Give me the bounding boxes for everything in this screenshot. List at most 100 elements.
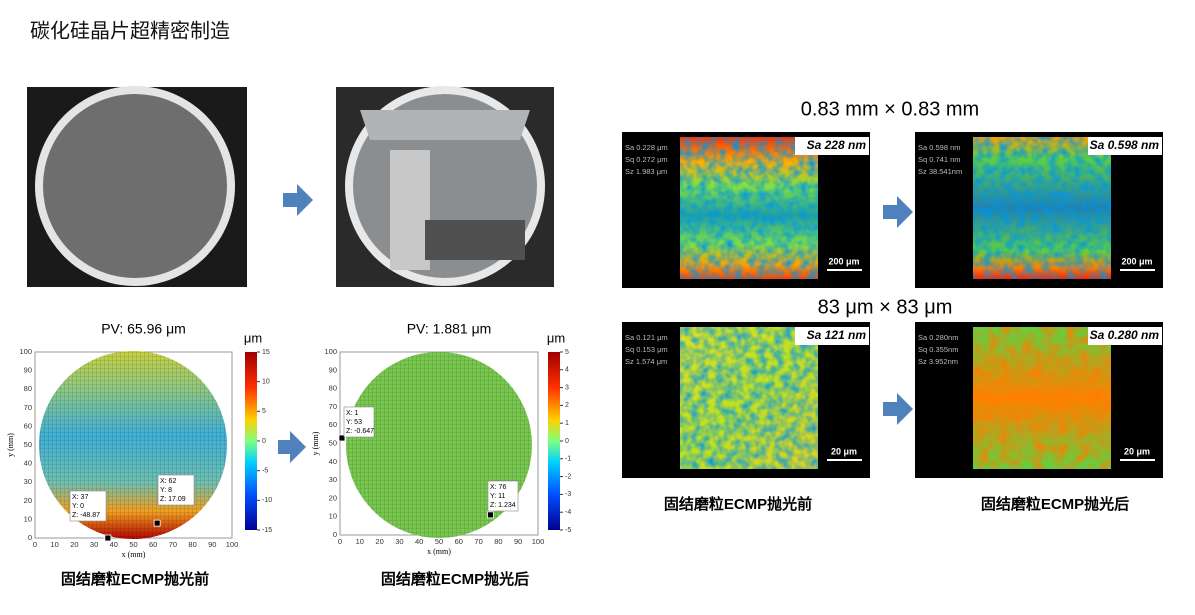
marker-text: Y: 8 [160, 487, 172, 494]
y-tick-label: 10 [24, 514, 32, 523]
y-tick-label: 40 [24, 459, 32, 468]
arrow [283, 184, 313, 216]
colorbar-tick-label: 4 [565, 367, 569, 374]
marker-box [343, 406, 375, 438]
x-axis-label: x (mm) [427, 547, 451, 556]
marker-text: Z: 17.09 [160, 496, 186, 503]
marker-point [487, 511, 494, 519]
colorbar-unit: μm [244, 330, 262, 345]
x-tick-label: 100 [226, 540, 239, 549]
scale-bar-label: 200 μm [828, 256, 859, 266]
afm-texture [680, 327, 818, 469]
colorbar-tick-label: 1 [565, 420, 569, 427]
pv-label: PV: 1.881 μm [407, 321, 492, 337]
sa-label: Sa 228 nm [807, 138, 867, 152]
caption: 固结磨粒ECMP抛光前 [61, 570, 209, 588]
y-tick-label: 60 [329, 420, 337, 429]
afm-stat: Sz 38.541nm [918, 167, 962, 176]
afm-texture [973, 327, 1111, 469]
caption: 固结磨粒ECMP抛光后 [381, 570, 529, 588]
x-tick-label: 100 [532, 537, 545, 546]
marker-text: X: 37 [72, 494, 88, 501]
sa-label: Sa 0.280 nm [1090, 328, 1160, 342]
x-tick-label: 90 [208, 540, 216, 549]
scan-size: 83 μm × 83 μm [818, 296, 953, 318]
colorbar [245, 352, 257, 530]
pv-label: PV: 65.96 μm [101, 321, 186, 337]
scale-bar-label: 20 μm [831, 446, 857, 456]
x-tick-label: 0 [33, 540, 37, 549]
colorbar-tick-label: 3 [565, 384, 569, 391]
x-tick-label: 90 [514, 537, 522, 546]
colorbar-tick-label: -2 [565, 473, 571, 480]
colorbar-tick-label: 2 [565, 402, 569, 409]
heatmap [346, 352, 532, 538]
colorbar-tick-label: -3 [565, 491, 571, 498]
sa-box [1088, 327, 1162, 345]
sa-label: Sa 0.598 nm [1090, 138, 1160, 152]
arrow [883, 393, 913, 425]
x-tick-label: 70 [474, 537, 482, 546]
colorbar-tick-label: 0 [565, 438, 569, 445]
x-tick-label: 80 [494, 537, 502, 546]
colorbar-tick-label: -4 [565, 509, 571, 516]
x-tick-label: 10 [51, 540, 59, 549]
afm-stat: Sq 0.741 nm [918, 155, 961, 164]
x-tick-label: 80 [188, 540, 196, 549]
reflection [360, 110, 530, 140]
reflection [390, 150, 430, 270]
y-tick-label: 20 [24, 496, 32, 505]
arrow [278, 431, 306, 463]
y-tick-label: 30 [24, 477, 32, 486]
x-tick-label: 60 [455, 537, 463, 546]
x-tick-label: 70 [169, 540, 177, 549]
title: 碳化硅晶片超精密制造 [30, 19, 230, 42]
colorbar-tick-label: -5 [565, 527, 571, 534]
y-tick-label: 80 [329, 384, 337, 393]
marker-box [487, 480, 519, 512]
y-tick-label: 20 [329, 493, 337, 502]
x-tick-label: 20 [70, 540, 78, 549]
marker-text: Z: -0.647 [346, 428, 374, 435]
sa-box [795, 327, 869, 345]
x-axis-label: x (mm) [122, 550, 146, 559]
scan-size: 0.83 mm × 0.83 mm [801, 98, 979, 120]
afm-stat: Sq 0.355nm [918, 345, 958, 354]
afm-stat: Sa 0.121 μm [625, 333, 668, 342]
marker-text: Z: -48.87 [72, 512, 100, 519]
colorbar [548, 352, 560, 530]
marker-point [338, 434, 346, 442]
x-tick-label: 50 [129, 540, 137, 549]
afm-stat: Sz 3.952nm [918, 357, 958, 366]
marker-text: Y: 11 [490, 493, 506, 500]
x-tick-label: 10 [356, 537, 364, 546]
y-tick-label: 60 [24, 421, 32, 430]
y-tick-label: 50 [24, 440, 32, 449]
colorbar-tick-label: -10 [262, 497, 272, 504]
caption: 固结磨粒ECMP抛光后 [981, 495, 1129, 513]
marker-text: Y: 53 [346, 419, 362, 426]
y-tick-label: 80 [24, 384, 32, 393]
afm-stat: Sq 0.153 μm [625, 345, 668, 354]
colorbar-tick-label: -5 [262, 468, 268, 475]
y-axis-label: y (mm) [311, 431, 320, 455]
marker-text: Z: 1.234 [490, 502, 516, 509]
y-tick-label: 30 [329, 475, 337, 484]
y-tick-label: 70 [24, 403, 32, 412]
colorbar-tick-label: 10 [262, 379, 270, 386]
marker-point [104, 534, 112, 542]
y-tick-label: 10 [329, 512, 337, 521]
afm-texture [973, 137, 1111, 279]
sa-label: Sa 121 nm [807, 328, 867, 342]
marker-box [69, 490, 107, 522]
colorbar-tick-label: 0 [262, 438, 266, 445]
afm-stat: Sq 0.272 μm [625, 155, 668, 164]
y-tick-label: 90 [24, 366, 32, 375]
colorbar-unit: μm [547, 330, 565, 345]
y-tick-label: 50 [329, 438, 337, 447]
marker-box [157, 474, 195, 506]
y-tick-label: 0 [28, 533, 32, 542]
sa-box [795, 137, 869, 155]
